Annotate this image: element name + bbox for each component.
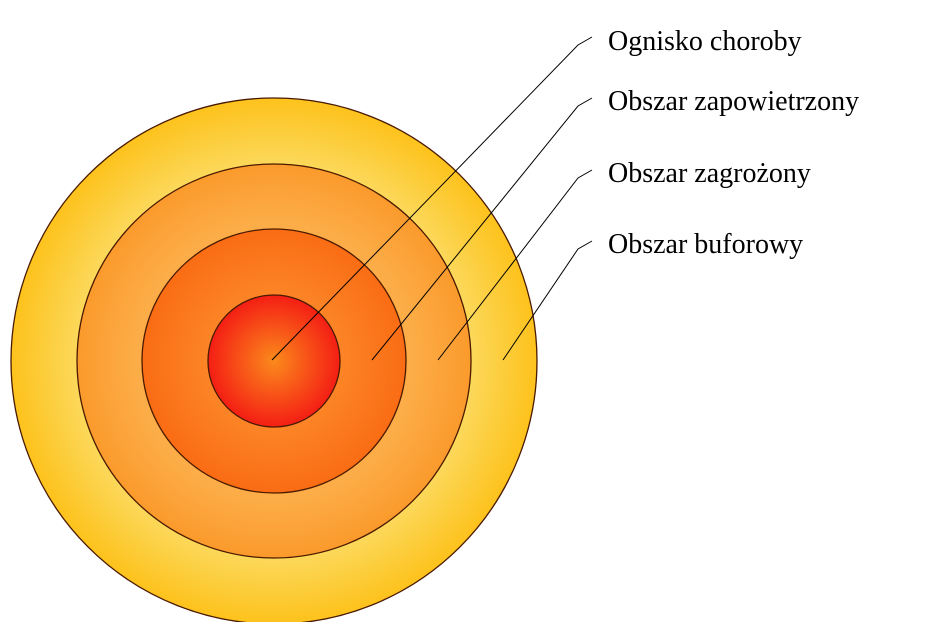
zone-label: Obszar buforowy <box>608 229 803 260</box>
zone-label: Obszar zapowietrzony <box>608 86 859 117</box>
leader-line <box>371 97 593 361</box>
leader-line <box>502 240 593 361</box>
rings <box>10 97 538 622</box>
leader-line <box>437 169 593 361</box>
ring-focus <box>207 294 341 428</box>
leader-line <box>271 36 593 361</box>
zone-label: Obszar zagrożony <box>608 158 811 189</box>
leaders <box>271 36 593 361</box>
zone-label: Ognisko choroby <box>608 26 802 57</box>
